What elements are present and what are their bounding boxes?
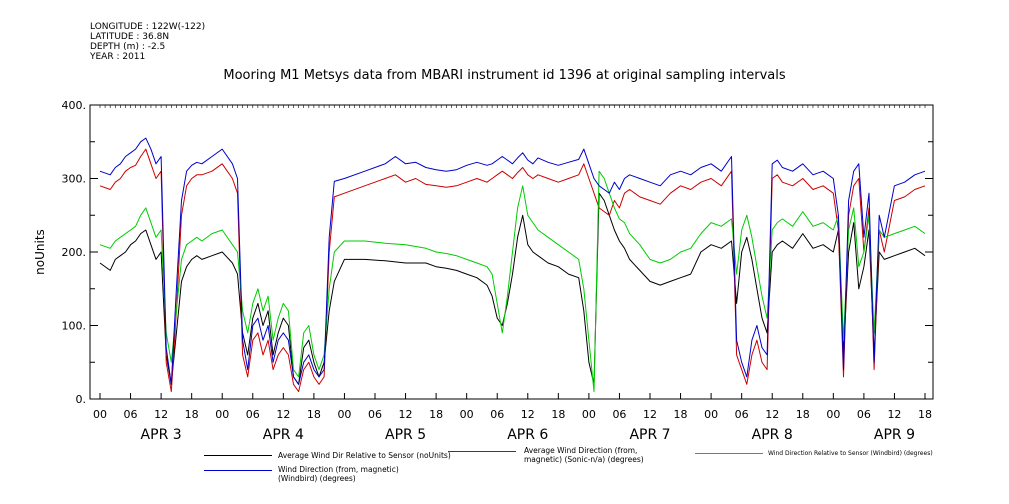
plot-frame (89, 104, 934, 400)
x-tick-label: 06 (246, 408, 260, 421)
x-day-label: APR 9 (874, 427, 915, 443)
x-day-label: APR 6 (507, 427, 548, 443)
x-tick-label: 00 (93, 408, 107, 421)
x-tick-label: 06 (612, 408, 626, 421)
minor-ticks (99, 105, 926, 108)
x-day-label: APR 8 (752, 427, 793, 443)
x-tick-label: 12 (765, 408, 779, 421)
x-tick-label: 18 (429, 408, 443, 421)
x-tick-label: 06 (735, 408, 749, 421)
series-line-2 (99, 170, 926, 393)
x-tick-label: 18 (796, 408, 810, 421)
y-axis-label: noUnits (33, 229, 47, 275)
year-label: YEAR : 2011 (90, 52, 146, 62)
longitude-label: LONGITUDE : 122W(-122) (90, 22, 206, 32)
x-axis: 00 06 12 18 00 06 12 18 00 06 12 18 00 06 12 18 00 06 12 18… (93, 393, 932, 443)
series-layer (99, 137, 926, 393)
metadata-block: LONGITUDE : 122W(-122) LATITUDE : 36.8N … (90, 22, 205, 62)
y-tick-label: 300. (62, 173, 87, 186)
series-line-1 (99, 148, 926, 393)
x-day-label: APR 3 (141, 427, 182, 443)
x-tick-label: 00 (337, 408, 351, 421)
x-tick-label: 18 (674, 408, 688, 421)
x-tick-label: 12 (887, 408, 901, 421)
y-tick-label: 100. (62, 320, 87, 333)
latitude-label: LATITUDE : 36.8N (90, 32, 170, 42)
y-tick-label: 400. (62, 99, 87, 112)
x-tick-label: 12 (399, 408, 413, 421)
x-day-label: APR 5 (385, 427, 426, 443)
depth-label: DEPTH (m) : -2.5 (90, 42, 166, 52)
chart-title: Mooring M1 Metsys data from MBARI instru… (223, 68, 786, 83)
x-tick-label: 06 (368, 408, 382, 421)
x-tick-label: 06 (857, 408, 871, 421)
x-day-label: APR 4 (263, 427, 304, 443)
x-tick-label: 00 (826, 408, 840, 421)
x-tick-label: 00 (582, 408, 596, 421)
series-line-0 (99, 192, 926, 385)
x-tick-label: 18 (918, 408, 932, 421)
x-tick-label: 12 (276, 408, 290, 421)
y-axis: 0. 100. 200. 300. 400. (62, 99, 933, 406)
x-tick-label: 00 (704, 408, 718, 421)
x-tick-label: 00 (215, 408, 229, 421)
x-tick-label: 00 (460, 408, 474, 421)
x-tick-label: 12 (154, 408, 168, 421)
x-tick-label: 18 (307, 408, 321, 421)
y-tick-label: 0. (76, 393, 87, 406)
x-day-label: APR 7 (629, 427, 670, 443)
x-tick-label: 18 (185, 408, 199, 421)
x-tick-label: 06 (490, 408, 504, 421)
x-tick-label: 12 (643, 408, 657, 421)
series-line-3 (99, 137, 926, 385)
x-tick-label: 12 (521, 408, 535, 421)
y-tick-label: 200. (62, 246, 87, 259)
x-tick-label: 06 (124, 408, 138, 421)
x-tick-label: 18 (551, 408, 565, 421)
